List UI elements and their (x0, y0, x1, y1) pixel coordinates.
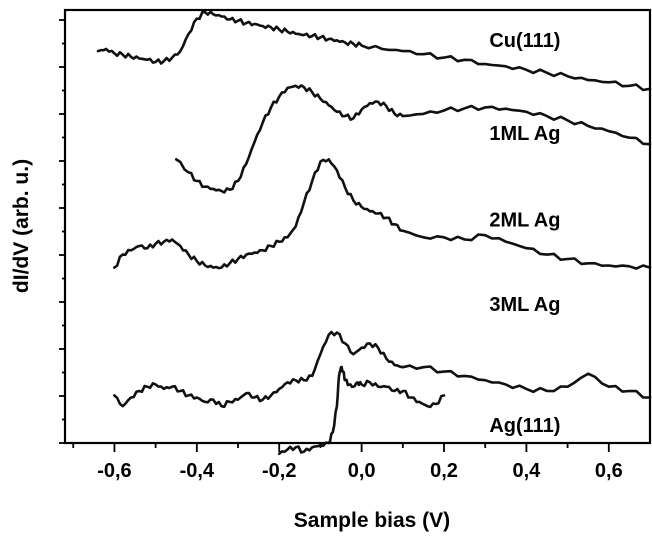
series-label: 1ML Ag (489, 123, 560, 145)
x-tick-label: 0,0 (348, 460, 376, 482)
series-label: 2ML Ag (489, 210, 560, 232)
x-tick-label: 0,2 (430, 460, 458, 482)
x-tick-label: -0,6 (97, 460, 131, 482)
curve-1ml-ag (174, 84, 652, 194)
x-tick-label: 0,4 (513, 460, 542, 482)
curve-2ml-ag (113, 158, 652, 270)
x-tick-label: 0,6 (595, 460, 623, 482)
x-axis-label: Sample bias (V) (294, 509, 450, 532)
x-tick-label: -0,4 (180, 460, 215, 482)
series-label: 3ML Ag (489, 294, 560, 316)
y-axis-label: dI/dV (arb. u.) (10, 159, 33, 293)
curve-3ml-ag (113, 330, 652, 409)
series-label: Cu(111) (489, 30, 560, 52)
series-label: Ag(111) (489, 415, 560, 437)
curve-ag-111- (277, 365, 446, 456)
plot-frame (63, 8, 652, 445)
series-labels: Cu(111) 1ML Ag 2ML Ag 3ML Ag Ag(111) (489, 30, 560, 437)
curves (96, 10, 652, 456)
curve-cu-111- (96, 10, 652, 92)
x-tick-label: -0,2 (262, 460, 296, 482)
